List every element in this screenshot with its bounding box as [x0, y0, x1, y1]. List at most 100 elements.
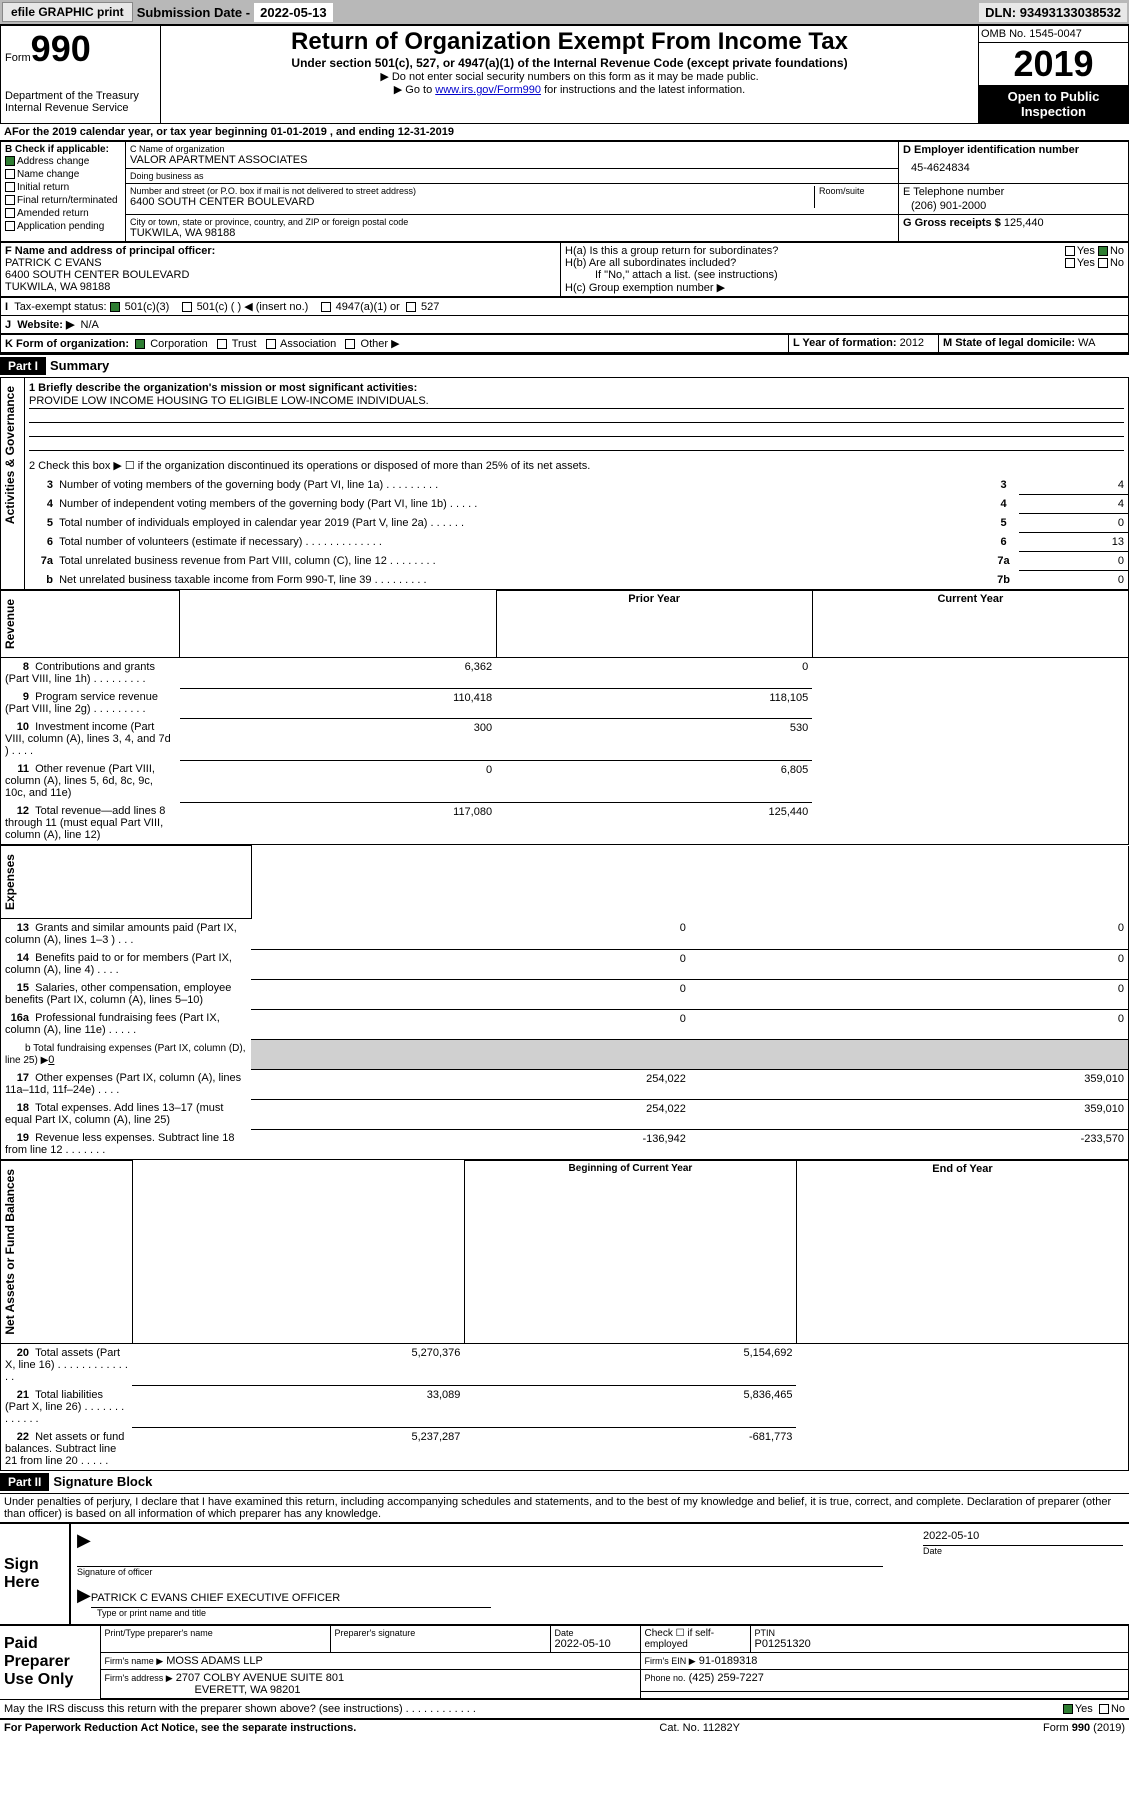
part1-header: Part ISummary: [0, 355, 1129, 377]
box-c-city: City or town, state or province, country…: [126, 215, 899, 242]
line-20: 20 Total assets (Part X, line 16) . . . …: [1, 1343, 1129, 1386]
expense-table: Expenses 13 Grants and similar amounts p…: [0, 845, 1129, 1160]
paid-preparer-label: Paid Preparer Use Only: [0, 1625, 100, 1699]
form-title: Return of Organization Exempt From Incom…: [165, 28, 974, 56]
revenue-table: Revenue Prior Year Current Year 8 Contri…: [0, 590, 1129, 845]
box-d: D Employer identification number 45-4624…: [899, 142, 1129, 184]
discuss-row: May the IRS discuss this return with the…: [0, 1699, 1129, 1718]
org-name: VALOR APARTMENT ASSOCIATES: [130, 154, 894, 166]
col-prior: Prior Year: [496, 591, 812, 658]
street-label: Number and street (or P.O. box if mail i…: [130, 186, 814, 196]
cb-address-change[interactable]: Address change: [5, 155, 121, 168]
status-table: I Tax-exempt status: 501(c)(3) 501(c) ( …: [0, 297, 1129, 334]
header-table: Form990 Department of the Treasury Inter…: [0, 24, 1129, 124]
box-j: J Website: ▶ N/A: [1, 316, 1129, 334]
cb-name-change[interactable]: Name change: [5, 168, 121, 181]
officer-table: F Name and address of principal officer:…: [0, 242, 1129, 297]
footer: For Paperwork Reduction Act Notice, see …: [0, 1718, 1129, 1736]
city-value: TUKWILA, WA 98188: [130, 227, 894, 239]
cb-other[interactable]: [345, 339, 355, 349]
gov-vlabel: Activities & Governance: [1, 378, 25, 590]
cb-amended-return[interactable]: Amended return: [5, 207, 121, 220]
cb-527[interactable]: [406, 302, 416, 312]
firm-ein: 91-0189318: [699, 1655, 758, 1667]
submission-date: 2022-05-13: [254, 3, 333, 22]
box-c-street: Number and street (or P.O. box if mail i…: [126, 184, 899, 215]
instr-2: ▶ Go to www.irs.gov/Form990 for instruct…: [165, 83, 974, 96]
ptin-value: P01251320: [755, 1638, 1125, 1650]
form-footer: Form 990 (2019): [1043, 1722, 1125, 1734]
box-b-title: B Check if applicable:: [5, 144, 121, 155]
paperwork-notice: For Paperwork Reduction Act Notice, see …: [4, 1722, 356, 1734]
line2: 2 Check this box ▶ ☐ if the organization…: [25, 455, 1129, 476]
officer-city: TUKWILA, WA 98188: [5, 281, 556, 293]
form990-link[interactable]: www.irs.gov/Form990: [435, 84, 541, 96]
form-subtitle: Under section 501(c), 527, or 4947(a)(1)…: [165, 56, 974, 70]
line-19: 19 Revenue less expenses. Subtract line …: [1, 1129, 1129, 1160]
declaration-text: Under penalties of perjury, I declare th…: [0, 1493, 1129, 1522]
info-table: B Check if applicable: Address change Na…: [0, 141, 1129, 242]
date-label: Date: [923, 1546, 1123, 1556]
officer-name: PATRICK C EVANS: [5, 257, 556, 269]
ha-answer[interactable]: Yes No: [1065, 245, 1124, 257]
part1-table: Activities & Governance 1 Briefly descri…: [0, 377, 1129, 590]
box-f: F Name and address of principal officer:…: [1, 243, 561, 297]
formation-table: K Form of organization: Corporation Trus…: [0, 334, 1129, 353]
net-vlabel: Net Assets or Fund Balances: [1, 1161, 133, 1344]
firm-ein-label: Firm's EIN ▶: [645, 1656, 696, 1666]
line-17: 17 Other expenses (Part IX, column (A), …: [1, 1069, 1129, 1099]
cb-4947[interactable]: [321, 302, 331, 312]
cb-corp[interactable]: [135, 339, 145, 349]
efile-button[interactable]: efile GRAPHIC print: [2, 2, 133, 22]
sign-here-label: Sign Here: [0, 1523, 70, 1624]
sig-date: 2022-05-10: [923, 1530, 1123, 1546]
officer-label: F Name and address of principal officer:: [5, 245, 556, 257]
topbar: efile GRAPHIC print Submission Date - 20…: [0, 0, 1129, 24]
ha-text: H(a) Is this a group return for subordin…: [565, 245, 778, 257]
line-18: 18 Total expenses. Add lines 13–17 (must…: [1, 1099, 1129, 1129]
phone-value: (206) 901-2000: [903, 198, 1124, 212]
line-10: 10 Investment income (Part VIII, column …: [1, 718, 1129, 760]
col-begin: Beginning of Current Year: [464, 1161, 796, 1344]
cb-assoc[interactable]: [266, 339, 276, 349]
firm-addr1: 2707 COLBY AVENUE SUITE 801: [176, 1672, 344, 1684]
mission-text: PROVIDE LOW INCOME HOUSING TO ELIGIBLE L…: [29, 394, 1124, 409]
firm-addr-label: Firm's address ▶: [105, 1673, 173, 1683]
cb-initial-return[interactable]: Initial return: [5, 181, 121, 194]
line-14: 14 Benefits paid to or for members (Part…: [1, 949, 1129, 979]
rev-vlabel: Revenue: [1, 591, 180, 658]
self-emp[interactable]: Check ☐ if self-employed: [640, 1625, 750, 1653]
box-i: I Tax-exempt status: 501(c)(3) 501(c) ( …: [1, 298, 1129, 316]
cb-app-pending[interactable]: Application pending: [5, 220, 121, 233]
cb-501c[interactable]: [182, 302, 192, 312]
line-15: 15 Salaries, other compensation, employe…: [1, 979, 1129, 1009]
preparer-table: Paid Preparer Use Only Print/Type prepar…: [0, 1624, 1129, 1699]
period-row: AFor the 2019 calendar year, or tax year…: [0, 124, 1129, 141]
discuss-answer[interactable]: Yes No: [1063, 1703, 1125, 1715]
cb-final-return[interactable]: Final return/terminated: [5, 194, 121, 207]
omb-number: OMB No. 1545-0047: [979, 26, 1128, 43]
gross-value: 125,440: [1004, 217, 1044, 229]
firm-name-label: Firm's name ▶: [105, 1656, 164, 1666]
line-21: 21 Total liabilities (Part X, line 26) .…: [1, 1386, 1129, 1428]
prep-date: 2022-05-10: [555, 1638, 636, 1650]
cb-501c3[interactable]: [110, 302, 120, 312]
line-16a: 16a Professional fundraising fees (Part …: [1, 1009, 1129, 1039]
box-c-name: C Name of organization VALOR APARTMENT A…: [126, 142, 899, 169]
year-cell: OMB No. 1545-0047 2019 Open to Public In…: [979, 25, 1129, 124]
prep-sig-label: Preparer's signature: [335, 1628, 546, 1638]
type-name-label: Type or print name and title: [77, 1608, 1123, 1618]
gross-label: G Gross receipts $: [903, 217, 1001, 229]
hb-answer[interactable]: Yes No: [1065, 257, 1124, 269]
gov-line-7b: b Net unrelated business taxable income …: [1, 571, 1129, 590]
part2-header: Part IISignature Block: [0, 1471, 1129, 1493]
prep-phone: (425) 259-7227: [689, 1672, 764, 1684]
col-end: End of Year: [796, 1161, 1128, 1344]
hb-text: H(b) Are all subordinates included?: [565, 257, 736, 269]
line-9: 9 Program service revenue (Part VIII, li…: [1, 688, 1129, 718]
ptin-label: PTIN: [755, 1628, 1125, 1638]
cb-trust[interactable]: [217, 339, 227, 349]
line-22: 22 Net assets or fund balances. Subtract…: [1, 1428, 1129, 1471]
city-label: City or town, state or province, country…: [130, 217, 894, 227]
net-table: Net Assets or Fund Balances Beginning of…: [0, 1160, 1129, 1471]
